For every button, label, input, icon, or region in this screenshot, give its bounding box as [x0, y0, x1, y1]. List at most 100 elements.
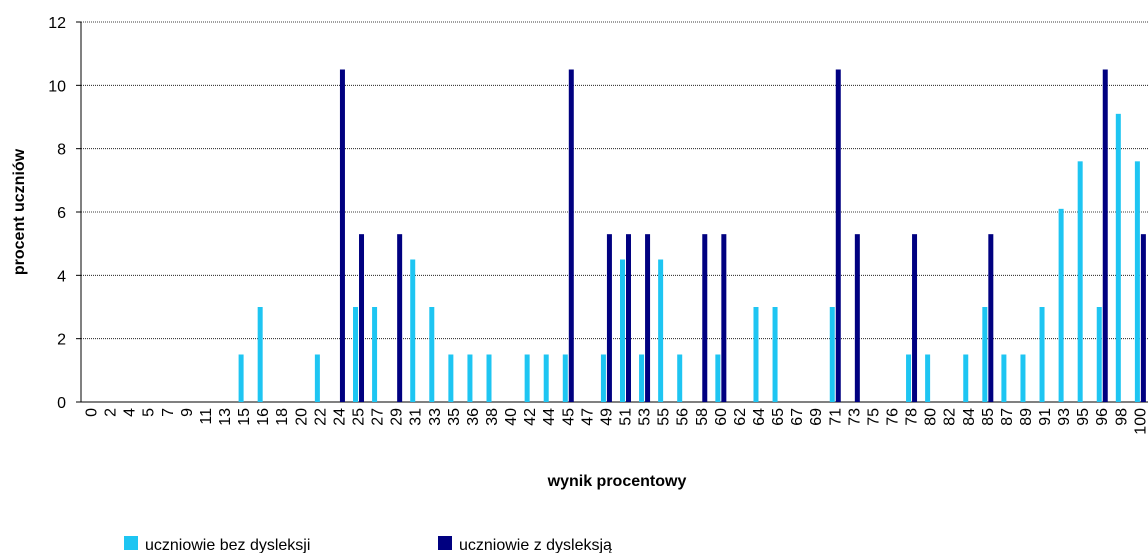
x-tick-label: 4 — [122, 408, 139, 417]
x-tick-label: 24 — [331, 408, 348, 426]
x-tick-label: 31 — [408, 408, 425, 426]
bar — [448, 354, 454, 402]
x-tick-label: 100 — [1132, 408, 1148, 435]
bar — [906, 354, 912, 402]
y-tick-label: 8 — [57, 142, 66, 159]
bar — [1096, 307, 1102, 402]
x-tick-label: 7 — [160, 408, 177, 417]
bar — [753, 307, 759, 402]
x-tick-label: 45 — [560, 408, 577, 426]
bar — [702, 234, 708, 402]
x-tick-label: 49 — [598, 408, 615, 426]
bar — [314, 354, 320, 402]
x-tick-label: 15 — [236, 408, 253, 426]
x-tick-label: 78 — [904, 408, 921, 426]
x-tick-label: 5 — [141, 408, 158, 417]
x-tick-label: 96 — [1094, 408, 1111, 426]
x-tick-label: 64 — [751, 408, 768, 426]
x-tick-label: 22 — [312, 408, 329, 426]
y-tick-label: 12 — [48, 15, 66, 32]
bar — [397, 234, 403, 402]
bar — [257, 307, 263, 402]
bar — [1140, 234, 1146, 402]
x-tick-label: 65 — [770, 408, 787, 426]
bar — [600, 354, 606, 402]
bar — [982, 307, 988, 402]
x-tick-label: 58 — [694, 408, 711, 426]
x-tick-label: 33 — [427, 408, 444, 426]
x-tick-label: 75 — [865, 408, 882, 426]
bar — [606, 234, 612, 402]
x-tick-label: 42 — [522, 408, 539, 426]
bar — [467, 354, 473, 402]
bar — [1102, 69, 1108, 402]
bar — [1115, 113, 1121, 402]
bar — [715, 354, 721, 402]
x-tick-label: 0 — [84, 408, 101, 417]
x-tick-label: 67 — [789, 408, 806, 426]
x-tick-label: 44 — [541, 408, 558, 426]
legend-label: uczniowie bez dysleksji — [145, 537, 310, 553]
x-tick-label: 95 — [1075, 408, 1092, 426]
bar — [963, 354, 969, 402]
x-tick-label: 87 — [999, 408, 1016, 426]
x-tick-label: 76 — [884, 408, 901, 426]
bar — [854, 234, 860, 402]
bar — [721, 234, 727, 402]
x-tick-label: 35 — [446, 408, 463, 426]
bar — [835, 69, 841, 402]
x-tick-label: 62 — [732, 408, 749, 426]
x-tick-label: 82 — [942, 408, 959, 426]
bar — [372, 307, 378, 402]
x-tick-label: 55 — [656, 408, 673, 426]
x-tick-label: 25 — [351, 408, 368, 426]
y-tick-label: 0 — [57, 395, 66, 412]
x-tick-label: 20 — [293, 408, 310, 426]
bar — [1058, 208, 1064, 402]
bar — [1001, 354, 1007, 402]
x-tick-label: 98 — [1113, 408, 1130, 426]
x-tick-label: 47 — [579, 408, 596, 426]
bar — [1077, 161, 1083, 402]
bar — [619, 259, 625, 402]
bar — [543, 354, 549, 402]
y-axis-title: procent uczniów — [11, 148, 28, 275]
bar — [829, 307, 835, 402]
x-tick-label: 71 — [827, 408, 844, 426]
bar — [625, 234, 631, 402]
bar — [486, 354, 492, 402]
x-tick-label: 29 — [389, 408, 406, 426]
bar — [1020, 354, 1026, 402]
x-tick-label: 2 — [103, 408, 120, 417]
bar — [645, 234, 651, 402]
bar — [429, 307, 435, 402]
y-tick-label: 10 — [48, 78, 66, 95]
bar — [238, 354, 244, 402]
bar — [677, 354, 683, 402]
bar — [359, 234, 365, 402]
x-tick-label: 53 — [637, 408, 654, 426]
x-tick-label: 36 — [465, 408, 482, 426]
legend-label: uczniowie z dysleksją — [459, 537, 612, 553]
x-axis-title: wynik procentowy — [547, 473, 687, 490]
y-tick-label: 2 — [57, 332, 66, 349]
legend-swatch — [124, 536, 138, 550]
bar — [562, 354, 568, 402]
bar — [639, 354, 645, 402]
x-tick-label: 9 — [179, 408, 196, 417]
x-tick-label: 13 — [217, 408, 234, 426]
bar — [988, 234, 994, 402]
bar — [925, 354, 931, 402]
x-tick-label: 93 — [1056, 408, 1073, 426]
bar — [1134, 161, 1140, 402]
x-tick-label: 60 — [713, 408, 730, 426]
y-tick-label: 6 — [57, 205, 66, 222]
x-tick-label: 69 — [808, 408, 825, 426]
x-tick-label: 16 — [255, 408, 272, 426]
x-tick-label: 40 — [503, 408, 520, 426]
bar — [772, 307, 778, 402]
x-tick-label: 84 — [961, 408, 978, 426]
x-tick-label: 51 — [617, 408, 634, 426]
bar — [658, 259, 664, 402]
